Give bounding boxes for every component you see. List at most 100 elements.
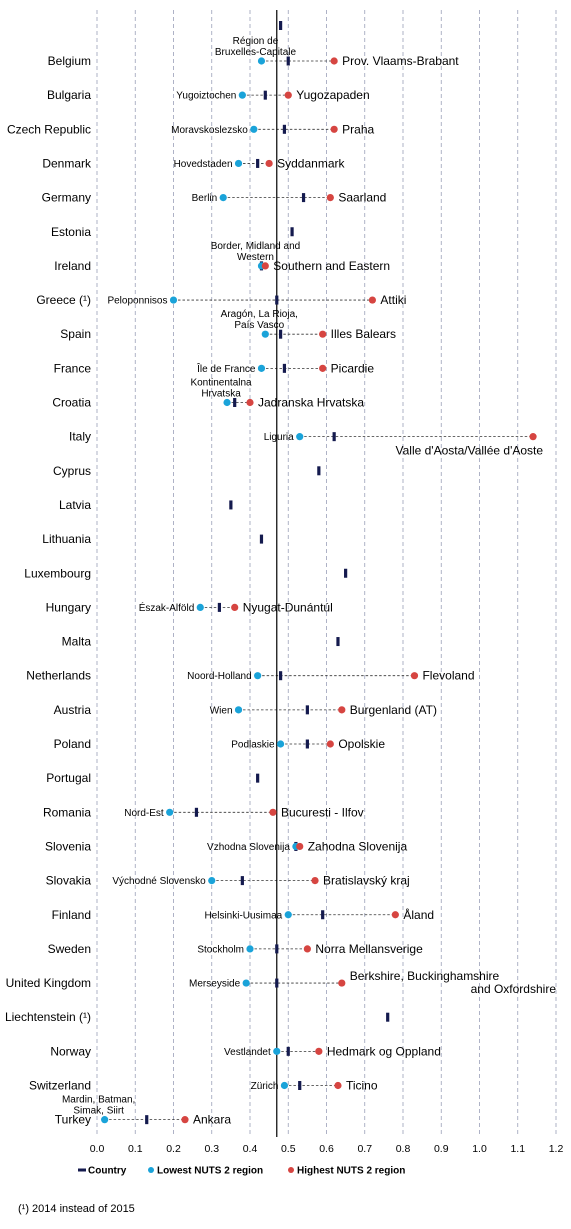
tick-label: 0.6 bbox=[319, 1143, 334, 1155]
low-region-dot bbox=[208, 877, 216, 885]
high-region-dot bbox=[529, 433, 537, 441]
high-region-dot bbox=[330, 57, 338, 65]
low-region-dot bbox=[219, 194, 227, 202]
low-region-dot bbox=[284, 911, 292, 919]
high-region-label: Berkshire, Buckinghamshire bbox=[350, 969, 500, 983]
high-region-dot bbox=[265, 159, 273, 168]
low-region-dot bbox=[250, 125, 258, 133]
low-region-label: Western bbox=[237, 252, 274, 263]
country-marker bbox=[240, 876, 244, 886]
country-label: Liechtenstein (¹) bbox=[5, 1010, 91, 1024]
country-marker bbox=[282, 363, 287, 373]
country-marker bbox=[279, 329, 283, 339]
country-marker bbox=[259, 534, 264, 544]
tick-label: 0.5 bbox=[281, 1143, 296, 1155]
low-region-dot bbox=[273, 1047, 281, 1055]
low-region-label: Région de bbox=[233, 36, 279, 47]
country-label: France bbox=[54, 361, 92, 375]
high-region-label: and Oxfordshire bbox=[471, 982, 557, 996]
high-region-dot bbox=[261, 262, 269, 270]
tick-label: 0.2 bbox=[166, 1143, 181, 1155]
low-region-dot bbox=[257, 57, 266, 65]
legend-dot bbox=[288, 1167, 294, 1173]
legend-dot bbox=[148, 1167, 154, 1173]
high-region-dot bbox=[319, 364, 327, 372]
low-region-label: Île de France bbox=[196, 362, 256, 375]
high-region-dot bbox=[410, 672, 419, 680]
high-region-label: Opolskie bbox=[338, 737, 385, 751]
low-region-label: Stockholm bbox=[197, 944, 244, 955]
country-marker bbox=[229, 500, 233, 510]
country-marker bbox=[275, 978, 279, 988]
high-region-dot bbox=[303, 945, 311, 953]
country-marker bbox=[305, 705, 309, 715]
low-region-label: Hovedstaden bbox=[174, 159, 233, 170]
country-label: Lithuania bbox=[42, 532, 91, 546]
high-region-label: Åland bbox=[403, 907, 434, 922]
country-marker bbox=[386, 1012, 390, 1022]
country-marker bbox=[282, 124, 287, 134]
tick-label: 1.1 bbox=[510, 1143, 525, 1155]
footnote: (¹) 2014 instead of 2015 bbox=[18, 1203, 135, 1215]
low-region-dot bbox=[257, 364, 266, 372]
country-label: Sweden bbox=[48, 942, 91, 956]
low-region-label: Bruxelles-Capitale bbox=[215, 47, 297, 58]
low-region-dot bbox=[238, 91, 246, 99]
low-region-label: Podlaskie bbox=[231, 740, 275, 751]
low-region-label: Border, Midland and bbox=[211, 241, 301, 252]
tick-label: 0.4 bbox=[243, 1143, 258, 1155]
high-region-label: Zahodna Slovenija bbox=[308, 839, 408, 853]
country-marker bbox=[290, 227, 294, 237]
country-label: Netherlands bbox=[26, 669, 91, 683]
country-label: Italy bbox=[69, 430, 91, 444]
high-region-label: Burgenland (AT) bbox=[350, 703, 437, 717]
country-label: Cyprus bbox=[53, 464, 91, 478]
country-marker bbox=[279, 671, 283, 681]
country-label: Ireland bbox=[54, 259, 91, 273]
low-region-dot bbox=[166, 808, 174, 816]
low-region-label: Východné Slovensko bbox=[112, 876, 206, 887]
low-region-label: Peloponnisos bbox=[107, 296, 167, 307]
tick-label: 0.0 bbox=[90, 1143, 105, 1155]
country-label: Finland bbox=[52, 908, 91, 922]
low-region-dot bbox=[169, 296, 178, 304]
x-axis-ticks: 0.0 0.1 0.2 0.3 0.4 0.5 0.6 0.7 0.8 0.9 1.0 1.1 1.2 bbox=[90, 1143, 564, 1155]
high-region-dot bbox=[334, 1081, 342, 1090]
high-region-dot bbox=[391, 911, 399, 919]
low-region-dot bbox=[101, 1116, 109, 1124]
high-region-dot bbox=[315, 1047, 323, 1055]
country-label: Malta bbox=[62, 635, 92, 649]
country-label: Slovakia bbox=[46, 874, 92, 888]
high-region-label: Illes Balears bbox=[331, 327, 396, 341]
country-marker bbox=[344, 568, 348, 578]
country-marker bbox=[286, 1046, 290, 1056]
country-marker bbox=[194, 807, 199, 817]
low-region-dot bbox=[223, 398, 231, 407]
country-marker bbox=[256, 773, 260, 783]
country-marker bbox=[332, 432, 336, 442]
country-label: Spain bbox=[60, 327, 91, 341]
high-region-label: Bratislavský kraj bbox=[323, 874, 410, 888]
low-region-label: Berlin bbox=[192, 193, 218, 204]
high-region-dot bbox=[319, 330, 327, 338]
high-region-label: Jadranska Hrvatska bbox=[258, 396, 364, 410]
country-label: Norway bbox=[50, 1044, 91, 1058]
low-region-label: Mardin, Batman, bbox=[62, 1095, 135, 1106]
high-region-label: Syddanmark bbox=[277, 156, 345, 170]
country-label: Portugal bbox=[46, 771, 91, 785]
legend-country-marker bbox=[78, 1168, 86, 1172]
high-region-label: Saarland bbox=[338, 191, 386, 205]
high-region-label: Valle d'Aosta/Vallée d'Aoste bbox=[395, 444, 543, 458]
high-region-label: Southern and Eastern bbox=[273, 259, 390, 273]
data-marks bbox=[101, 21, 537, 1125]
country-label: Hungary bbox=[46, 600, 91, 614]
country-marker bbox=[321, 910, 325, 920]
country-label: Turkey bbox=[55, 1113, 91, 1127]
tick-label: 0.3 bbox=[204, 1143, 219, 1155]
low-region-dot bbox=[277, 740, 285, 748]
high-region-label: Nyugat-Dunántúl bbox=[243, 600, 333, 614]
country-marker bbox=[217, 602, 221, 612]
high-region-dot bbox=[296, 842, 304, 851]
high-region-label: Hedmark og Oppland bbox=[327, 1044, 441, 1058]
high-region-dot bbox=[284, 91, 292, 99]
